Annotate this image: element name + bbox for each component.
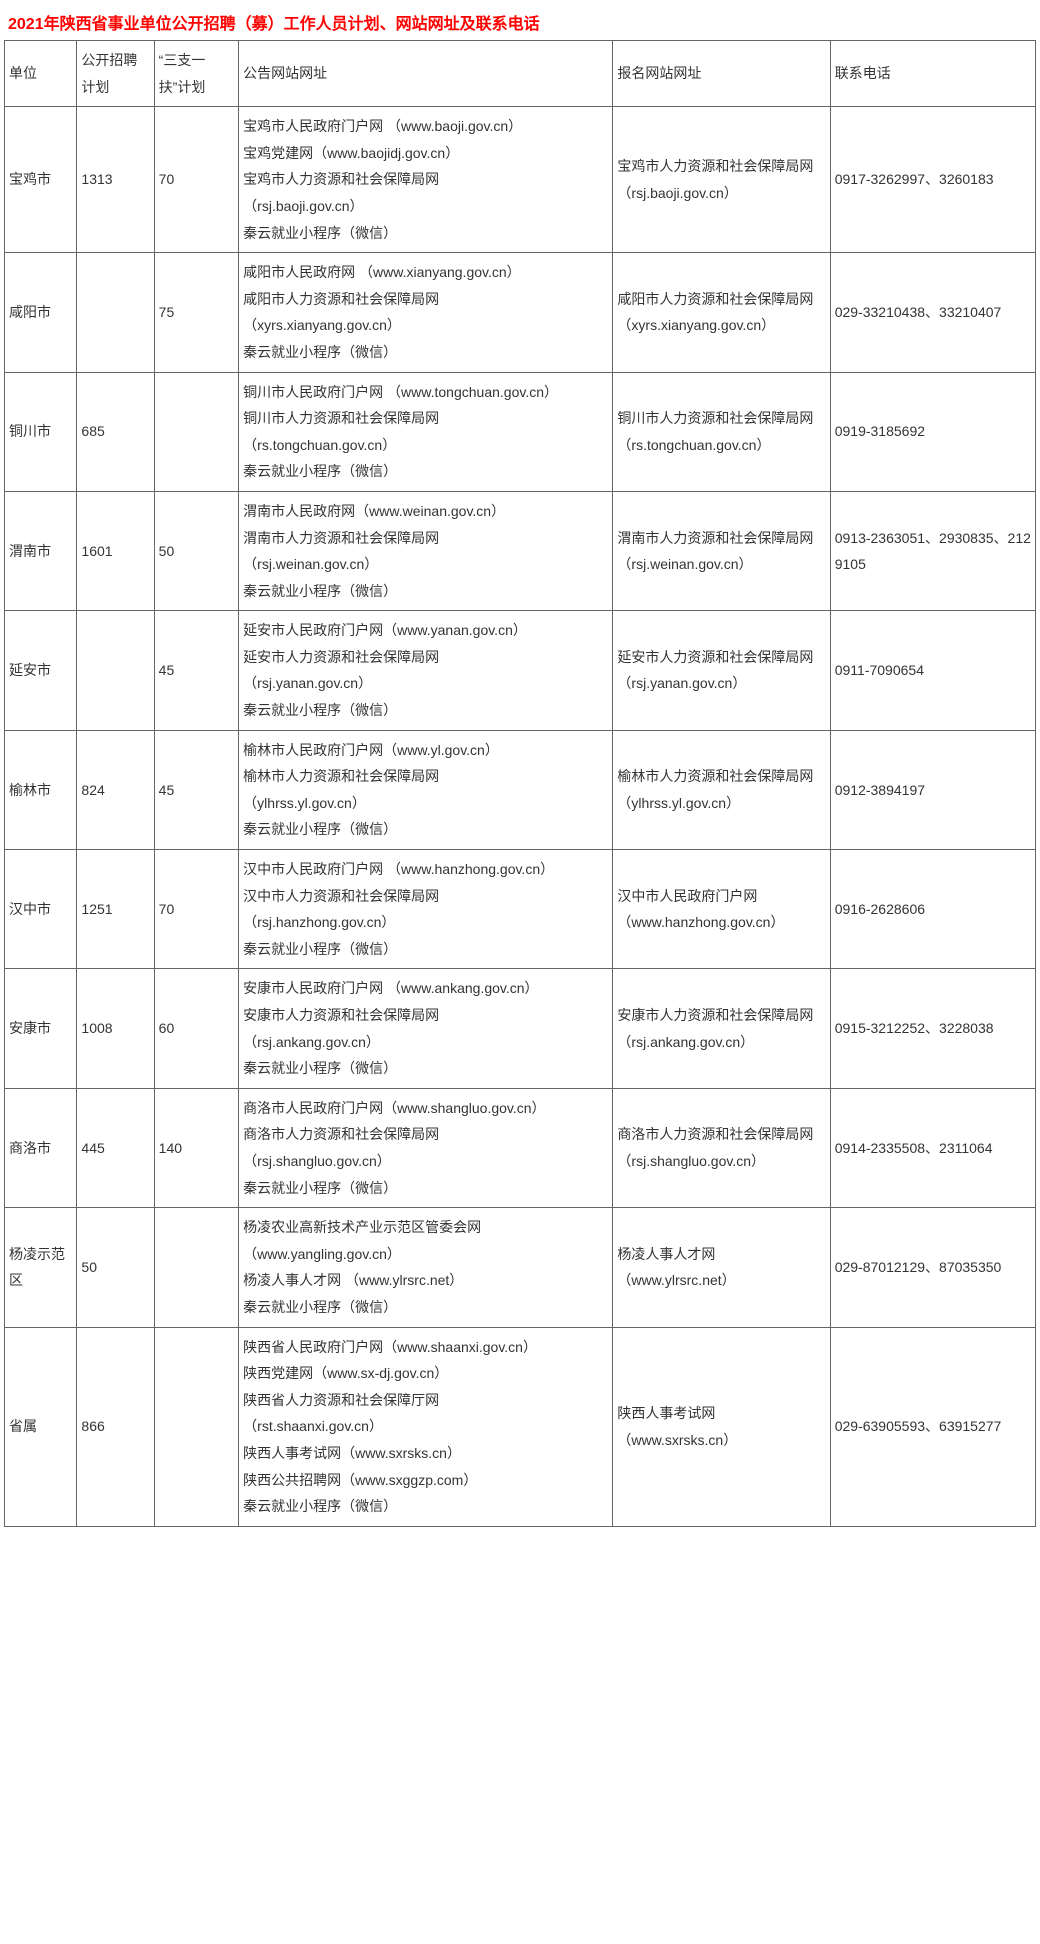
cell-plan2: 60 bbox=[154, 969, 239, 1088]
cell-unit: 安康市 bbox=[5, 969, 77, 1088]
table-row: 咸阳市 75咸阳市人民政府网 （www.xianyang.gov.cn） 咸阳市人… bbox=[5, 253, 1036, 372]
table-body: 宝鸡市131370宝鸡市人民政府门户网 （www.baoji.gov.cn） 宝… bbox=[5, 107, 1036, 1527]
cell-plan1 bbox=[77, 253, 154, 372]
cell-plan2: 75 bbox=[154, 253, 239, 372]
cell-site2: 榆林市人力资源和社会保障局网 （ylhrss.yl.gov.cn） bbox=[613, 730, 830, 849]
cell-plan1: 445 bbox=[77, 1088, 154, 1207]
cell-unit: 汉中市 bbox=[5, 850, 77, 969]
cell-plan1: 824 bbox=[77, 730, 154, 849]
table-row: 延安市 45延安市人民政府门户网（www.yanan.gov.cn） 延安市人力资… bbox=[5, 611, 1036, 730]
table-row: 杨凌示范区50 杨凌农业高新技术产业示范区管委会网 （www.yangling.g… bbox=[5, 1208, 1036, 1327]
cell-site2: 咸阳市人力资源和社会保障局网 （xyrs.xianyang.gov.cn） bbox=[613, 253, 830, 372]
col-header-site2: 报名网站网址 bbox=[613, 41, 830, 107]
cell-site2: 陕西人事考试网 （www.sxrsks.cn） bbox=[613, 1327, 830, 1526]
cell-phone: 0917-3262997、3260183 bbox=[830, 107, 1035, 253]
cell-plan1: 866 bbox=[77, 1327, 154, 1526]
cell-site2: 商洛市人力资源和社会保障局网 （rsj.shangluo.gov.cn） bbox=[613, 1088, 830, 1207]
cell-plan1 bbox=[77, 611, 154, 730]
cell-site1: 商洛市人民政府门户网（www.shangluo.gov.cn） 商洛市人力资源和… bbox=[239, 1088, 613, 1207]
cell-plan1: 50 bbox=[77, 1208, 154, 1327]
cell-unit: 宝鸡市 bbox=[5, 107, 77, 253]
table-row: 省属866 陕西省人民政府门户网（www.shaanxi.gov.cn） 陕西党建… bbox=[5, 1327, 1036, 1526]
cell-plan1: 1251 bbox=[77, 850, 154, 969]
cell-plan2 bbox=[154, 1208, 239, 1327]
cell-phone: 0914-2335508、2311064 bbox=[830, 1088, 1035, 1207]
cell-plan2 bbox=[154, 372, 239, 491]
table-row: 汉中市125170汉中市人民政府门户网 （www.hanzhong.gov.cn… bbox=[5, 850, 1036, 969]
cell-site2: 汉中市人民政府门户网 （www.hanzhong.gov.cn） bbox=[613, 850, 830, 969]
cell-plan1: 685 bbox=[77, 372, 154, 491]
recruitment-table: 单位 公开招聘计划 “三支一扶”计划 公告网站网址 报名网站网址 联系电话 宝鸡… bbox=[4, 40, 1036, 1527]
cell-site1: 宝鸡市人民政府门户网 （www.baoji.gov.cn） 宝鸡党建网（www.… bbox=[239, 107, 613, 253]
cell-plan2: 45 bbox=[154, 730, 239, 849]
cell-phone: 0913-2363051、2930835、2129105 bbox=[830, 491, 1035, 610]
cell-unit: 咸阳市 bbox=[5, 253, 77, 372]
cell-unit: 商洛市 bbox=[5, 1088, 77, 1207]
table-row: 安康市100860安康市人民政府门户网 （www.ankang.gov.cn） … bbox=[5, 969, 1036, 1088]
cell-site1: 铜川市人民政府门户网 （www.tongchuan.gov.cn） 铜川市人力资… bbox=[239, 372, 613, 491]
cell-plan1: 1008 bbox=[77, 969, 154, 1088]
page-title: 2021年陕西省事业单位公开招聘（募）工作人员计划、网站网址及联系电话 bbox=[4, 4, 1036, 40]
col-header-phone: 联系电话 bbox=[830, 41, 1035, 107]
cell-site1: 杨凌农业高新技术产业示范区管委会网 （www.yangling.gov.cn） … bbox=[239, 1208, 613, 1327]
cell-unit: 铜川市 bbox=[5, 372, 77, 491]
cell-phone: 029-63905593、63915277 bbox=[830, 1327, 1035, 1526]
cell-site2: 铜川市人力资源和社会保障局网 （rs.tongchuan.gov.cn） bbox=[613, 372, 830, 491]
cell-phone: 0912-3894197 bbox=[830, 730, 1035, 849]
cell-plan1: 1601 bbox=[77, 491, 154, 610]
cell-phone: 029-33210438、33210407 bbox=[830, 253, 1035, 372]
cell-site2: 宝鸡市人力资源和社会保障局网 （rsj.baoji.gov.cn） bbox=[613, 107, 830, 253]
cell-phone: 0916-2628606 bbox=[830, 850, 1035, 969]
cell-unit: 延安市 bbox=[5, 611, 77, 730]
cell-site1: 延安市人民政府门户网（www.yanan.gov.cn） 延安市人力资源和社会保… bbox=[239, 611, 613, 730]
cell-unit: 省属 bbox=[5, 1327, 77, 1526]
cell-plan1: 1313 bbox=[77, 107, 154, 253]
cell-phone: 0919-3185692 bbox=[830, 372, 1035, 491]
cell-phone: 029-87012129、87035350 bbox=[830, 1208, 1035, 1327]
table-row: 宝鸡市131370宝鸡市人民政府门户网 （www.baoji.gov.cn） 宝… bbox=[5, 107, 1036, 253]
cell-plan2: 70 bbox=[154, 850, 239, 969]
table-header-row: 单位 公开招聘计划 “三支一扶”计划 公告网站网址 报名网站网址 联系电话 bbox=[5, 41, 1036, 107]
cell-site1: 榆林市人民政府门户网（www.yl.gov.cn） 榆林市人力资源和社会保障局网… bbox=[239, 730, 613, 849]
cell-unit: 榆林市 bbox=[5, 730, 77, 849]
cell-site2: 延安市人力资源和社会保障局网 （rsj.yanan.gov.cn） bbox=[613, 611, 830, 730]
col-header-unit: 单位 bbox=[5, 41, 77, 107]
cell-plan2: 45 bbox=[154, 611, 239, 730]
cell-phone: 0911-7090654 bbox=[830, 611, 1035, 730]
cell-site1: 安康市人民政府门户网 （www.ankang.gov.cn） 安康市人力资源和社… bbox=[239, 969, 613, 1088]
cell-site2: 渭南市人力资源和社会保障局网 （rsj.weinan.gov.cn） bbox=[613, 491, 830, 610]
cell-plan2 bbox=[154, 1327, 239, 1526]
cell-plan2: 140 bbox=[154, 1088, 239, 1207]
cell-unit: 杨凌示范区 bbox=[5, 1208, 77, 1327]
table-row: 商洛市445140商洛市人民政府门户网（www.shangluo.gov.cn）… bbox=[5, 1088, 1036, 1207]
cell-phone: 0915-3212252、3228038 bbox=[830, 969, 1035, 1088]
table-row: 榆林市82445榆林市人民政府门户网（www.yl.gov.cn） 榆林市人力资… bbox=[5, 730, 1036, 849]
cell-site2: 杨凌人事人才网 （www.ylrsrc.net） bbox=[613, 1208, 830, 1327]
col-header-plan1: 公开招聘计划 bbox=[77, 41, 154, 107]
table-row: 渭南市160150渭南市人民政府网（www.weinan.gov.cn） 渭南市… bbox=[5, 491, 1036, 610]
cell-site1: 咸阳市人民政府网 （www.xianyang.gov.cn） 咸阳市人力资源和社… bbox=[239, 253, 613, 372]
cell-plan2: 70 bbox=[154, 107, 239, 253]
cell-site1: 汉中市人民政府门户网 （www.hanzhong.gov.cn） 汉中市人力资源… bbox=[239, 850, 613, 969]
col-header-site1: 公告网站网址 bbox=[239, 41, 613, 107]
col-header-plan2: “三支一扶”计划 bbox=[154, 41, 239, 107]
table-row: 铜川市685 铜川市人民政府门户网 （www.tongchuan.gov.cn） … bbox=[5, 372, 1036, 491]
cell-site1: 陕西省人民政府门户网（www.shaanxi.gov.cn） 陕西党建网（www… bbox=[239, 1327, 613, 1526]
cell-plan2: 50 bbox=[154, 491, 239, 610]
cell-site2: 安康市人力资源和社会保障局网 （rsj.ankang.gov.cn） bbox=[613, 969, 830, 1088]
cell-unit: 渭南市 bbox=[5, 491, 77, 610]
cell-site1: 渭南市人民政府网（www.weinan.gov.cn） 渭南市人力资源和社会保障… bbox=[239, 491, 613, 610]
